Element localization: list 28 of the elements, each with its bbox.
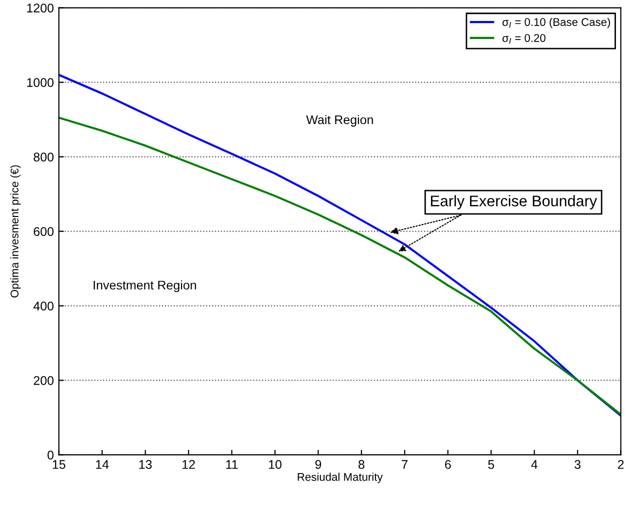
x-tick-label: 8 <box>358 460 364 469</box>
x-axis-title: Resiudal Maturity <box>298 472 383 484</box>
x-tick-label: 4 <box>531 460 538 469</box>
y-tick-label: 0 <box>48 450 54 460</box>
legend-label: σ$_{I}$ = 0.10 (Base Case) <box>502 18 610 28</box>
x-tick-label: 5 <box>488 460 494 469</box>
x-tick-label: 3 <box>574 460 580 469</box>
x-tick-label: 10 <box>269 460 282 469</box>
x-tick-label: 12 <box>182 460 195 469</box>
x-tick-label: 13 <box>139 460 152 469</box>
x-tick-label: 6 <box>445 460 451 469</box>
annotation: Early Exercise Boundary <box>431 195 597 210</box>
x-tick-label: 15 <box>52 460 66 469</box>
x-tick-label: 11 <box>226 460 238 469</box>
annotation: Investment Region <box>94 280 196 292</box>
y-axis-title: Optima invesment price (€) <box>10 165 21 298</box>
x-tick-label: 2 <box>618 460 624 469</box>
y-tick-label: 600 <box>34 227 54 236</box>
y-tick-label: 1000 <box>27 78 54 87</box>
y-tick-label: 200 <box>34 376 54 385</box>
x-tick-label: 9 <box>315 460 322 469</box>
annotation: Wait Region <box>306 114 373 127</box>
y-tick-label: 400 <box>33 302 54 310</box>
y-tick-label: 1200 <box>27 4 54 12</box>
legend-label: σ$_{I}$ = 0.20 <box>502 34 546 44</box>
x-tick-label: 7 <box>402 460 408 469</box>
y-tick-label: 800 <box>34 152 54 162</box>
x-tick-label: 14 <box>96 460 109 469</box>
